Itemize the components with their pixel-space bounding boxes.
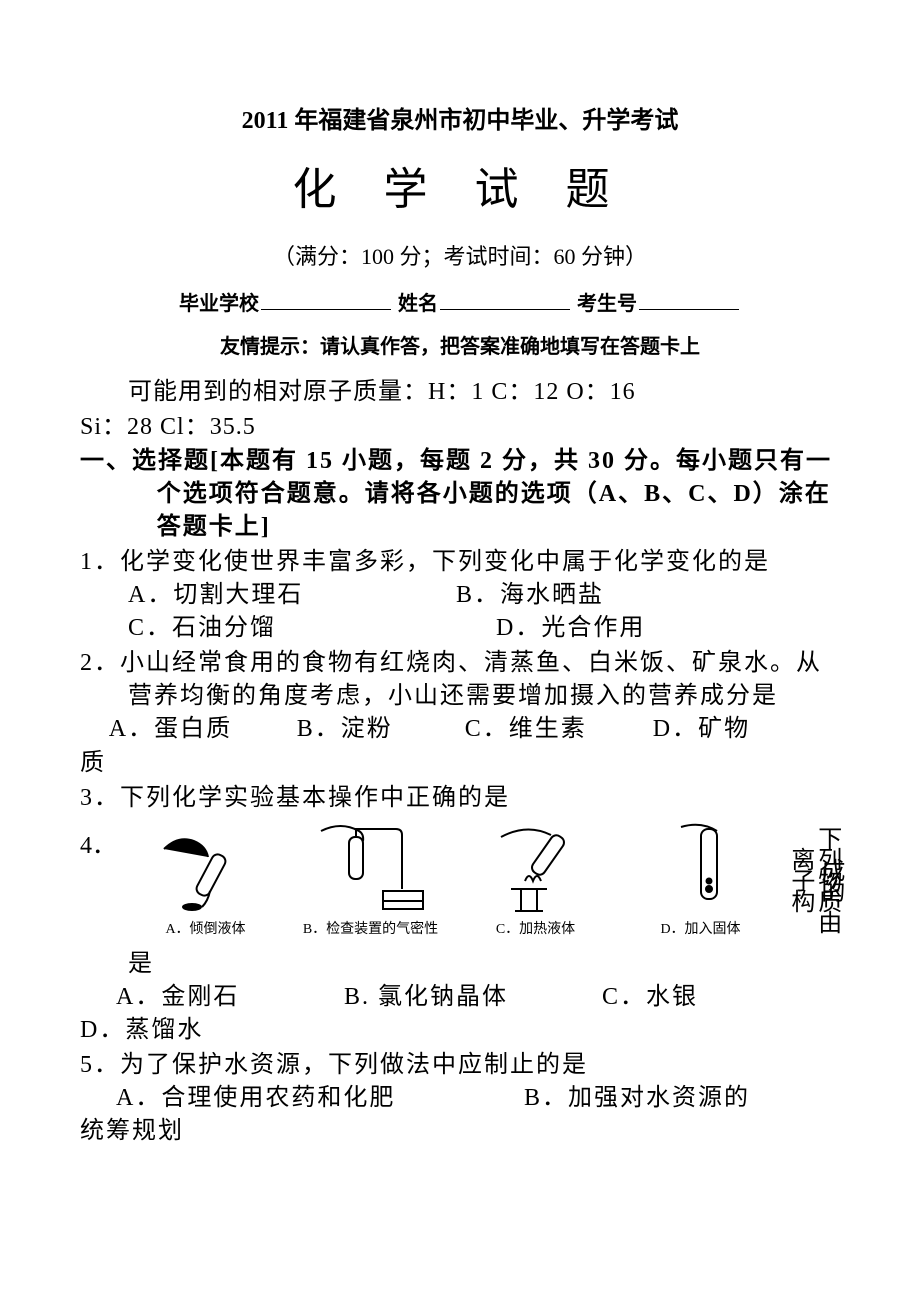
q1-option-a: A．切割大理石 <box>128 579 448 612</box>
q5-stem: 5．为了保护水资源，下列做法中应制止的是 <box>80 1049 840 1082</box>
q5-option-a: A．合理使用农药和化肥 <box>80 1082 516 1115</box>
q5-options-line1: A．合理使用农药和化肥 B．加强对水资源的 <box>80 1082 840 1115</box>
figure-d-caption: D．加入固体 <box>621 918 780 938</box>
question-1: 1．化学变化使世界丰富多彩，下列变化中属于化学变化的是 A．切割大理石 B．海水… <box>80 546 840 645</box>
figure-c-cell: C．加热液体 <box>456 819 615 938</box>
figure-b-cell: B．检查装置的气密性 <box>291 819 450 938</box>
atomic-mass-line1: 可能用到的相对原子质量：H：1 C：12 O：16 <box>80 375 840 410</box>
section-1-heading: 一、选择题[本题有 15 小题，每题 2 分，共 30 分。每小题只有一个选项符… <box>80 445 840 544</box>
id-label: 考生号 <box>577 293 637 315</box>
q4-side-text-right: 成的 <box>816 819 840 946</box>
pour-liquid-icon <box>146 819 266 914</box>
q4-option-c: C．水银 <box>602 984 698 1010</box>
question-5: 5．为了保护水资源，下列做法中应制止的是 A．合理使用农药和化肥 B．加强对水资… <box>80 1049 840 1148</box>
id-blank <box>639 289 739 310</box>
q3-stem: 3．下列化学实验基本操作中正确的是 <box>80 782 840 815</box>
q1-option-b: B．海水晒盐 <box>456 582 604 608</box>
figure-a-caption: A．倾倒液体 <box>126 918 285 938</box>
exam-meta: （满分：100 分；考试时间：60 分钟） <box>80 239 840 271</box>
q2-options: A．蛋白质 B．淀粉 C．维生素 D．矿物 <box>80 713 840 746</box>
name-blank <box>440 289 570 310</box>
figure-b-caption: B．检查装置的气密性 <box>291 918 450 938</box>
question-3: 3．下列化学实验基本操作中正确的是 <box>80 782 840 815</box>
question-2: 2．小山经常食用的食物有红烧肉、清蒸鱼、白米饭、矿泉水。从营养均衡的角度考虑，小… <box>80 647 840 779</box>
q1-option-d: D．光合作用 <box>496 615 645 641</box>
exam-page: 2011 年福建省泉州市初中毕业、升学考试 化 学 试 题 （满分：100 分；… <box>0 0 920 1188</box>
q2-option-a: A．蛋白质 <box>80 713 289 746</box>
q2-stem: 2．小山经常食用的食物有红烧肉、清蒸鱼、白米饭、矿泉水。从营养均衡的角度考虑，小… <box>80 647 840 713</box>
q4-option-a: A．金刚石 <box>80 981 336 1014</box>
q2-option-d-tail: 质 <box>80 747 840 780</box>
figure-c-caption: C．加热液体 <box>456 918 615 938</box>
exam-hint: 友情提示：请认真作答，把答案准确地填写在答题卡上 <box>80 330 840 359</box>
q5-option-b-tail: 统筹规划 <box>80 1115 840 1148</box>
q4-number: 4． <box>80 819 120 860</box>
student-form: 毕业学校 姓名 考生号 <box>80 287 840 316</box>
question-4-figure-row: 4． A．倾倒液体 <box>80 819 840 946</box>
q5-option-b: B．加强对水资源的 <box>524 1085 750 1111</box>
figure-a-cell: A．倾倒液体 <box>126 819 285 938</box>
school-label: 毕业学校 <box>179 293 259 315</box>
q4-side-text-left: 下列物质由离子构 <box>786 819 810 946</box>
q2-option-c: C．维生素 <box>465 713 645 746</box>
atomic-mass-line2: Si：28 Cl：35.5 <box>80 410 840 445</box>
q4-options: A．金刚石 B. 氯化钠晶体 C．水银 <box>80 981 840 1014</box>
q2-option-b: B．淀粉 <box>297 713 457 746</box>
q1-options: A．切割大理石 B．海水晒盐 C．石油分馏 D．光合作用 <box>80 579 840 645</box>
exam-header: 2011 年福建省泉州市初中毕业、升学考试 <box>80 100 840 135</box>
q2-option-d: D．矿物 <box>653 716 750 742</box>
q4-option-d: D．蒸馏水 <box>80 1014 840 1047</box>
heat-liquid-icon <box>471 819 601 914</box>
q4-option-b: B. 氯化钠晶体 <box>344 981 594 1014</box>
q1-option-c: C．石油分馏 <box>128 612 488 645</box>
school-blank <box>261 289 391 310</box>
exam-title: 化 学 试 题 <box>80 153 840 217</box>
airtight-check-icon <box>301 819 441 914</box>
q1-stem: 1．化学变化使世界丰富多彩，下列变化中属于化学变化的是 <box>80 546 840 579</box>
name-label: 姓名 <box>398 293 438 315</box>
q4-is: 是 <box>80 948 840 981</box>
figure-d-cell: D．加入固体 <box>621 819 780 938</box>
add-solid-icon <box>651 819 751 914</box>
